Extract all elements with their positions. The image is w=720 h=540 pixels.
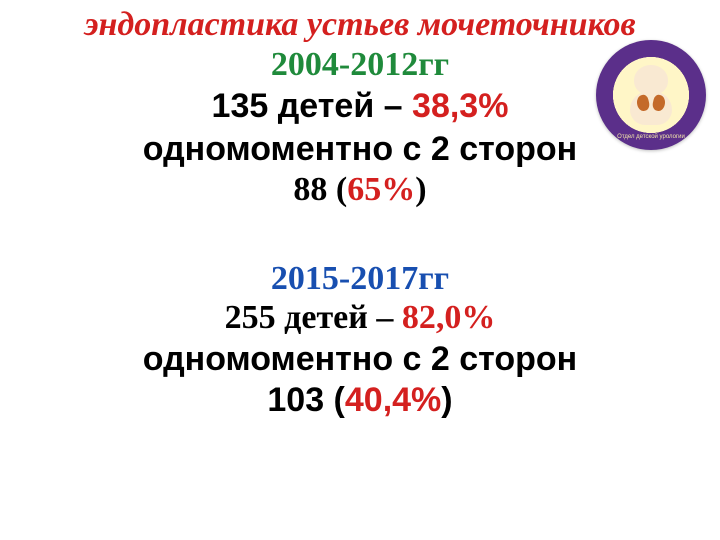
logo-bottom-label: Отдел детской урологии [610,134,692,140]
children1-pct: 38,3% [412,87,508,125]
spacer [0,211,720,259]
slide: эндопластика устьев мочеточников 2004-20… [0,0,720,540]
simul2-pct: 40,4% [345,381,441,419]
logo-ring: Отдел детской урологии [596,40,706,150]
simul2-suffix: ) [441,381,452,419]
logo-inner [613,57,689,133]
baby-body-icon [630,91,672,125]
simul1-suffix: ) [415,171,426,208]
simul1-prefix: 88 ( [293,171,347,208]
period-2015-2017: 2015-2017гг [0,259,720,298]
children1-prefix: 135 детей – [212,87,412,125]
children2-prefix: 255 детей – [225,299,402,336]
simultaneous-count-1: 88 (65%) [0,170,720,211]
simul2-prefix: 103 ( [267,381,345,419]
simultaneous-count-2: 103 (40,4%) [0,380,720,421]
slide-title: эндопластика устьев мочеточников [0,0,720,43]
institute-logo: Отдел детской урологии [596,40,706,150]
children-count-2: 255 детей – 82,0% [0,298,720,339]
children2-pct: 82,0% [402,299,496,336]
simultaneous-label-2: одномоментно с 2 сторон [0,339,720,380]
simul1-pct: 65% [347,171,415,208]
